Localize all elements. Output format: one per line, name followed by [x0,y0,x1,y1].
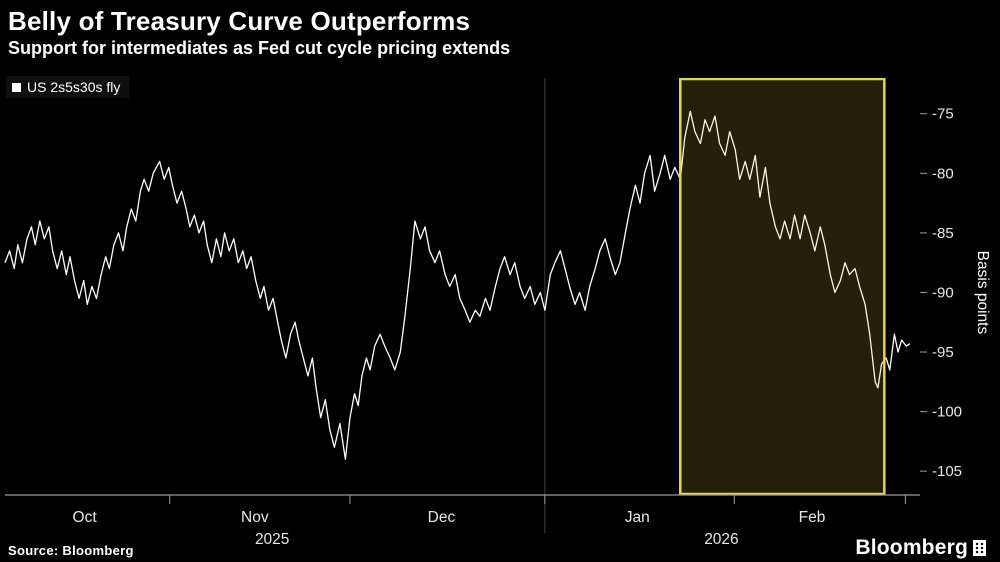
y-tick-label: -85 [932,225,954,242]
y-tick-label: -80 [932,165,954,182]
year-label: 2026 [704,531,738,548]
y-tick-label: -90 [932,284,954,301]
highlight-border [679,78,886,496]
y-axis-title: Basis points [974,251,991,335]
chart-title: Belly of Treasury Curve Outperforms [8,6,471,36]
bloomberg-mark-icon [973,540,986,556]
y-tick-label: -75 [932,106,954,123]
legend-label: US 2s5s30s fly [27,79,121,95]
x-tick-label: Nov [241,509,269,526]
bloomberg-wordmark: Bloomberg [855,536,968,559]
legend: US 2s5s30s fly [6,76,130,98]
chart-subtitle: Support for intermediates as Fed cut cyc… [8,38,511,58]
x-tick-label: Feb [799,509,826,526]
y-tick-label: -105 [932,463,962,480]
bloomberg-logo: Bloomberg [855,536,986,560]
y-tick-label: -95 [932,344,954,361]
series-line [4,110,911,460]
source-credit: Source: Bloomberg [8,543,134,558]
legend-swatch-icon [12,82,21,92]
x-tick-label: Jan [625,509,650,526]
highlight-fill [680,79,885,494]
chart-svg: Oct Nov Dec Jan Feb 2025 2026 -75 -80 -85 -90 -95 -1… [4,78,991,548]
x-tick-label: Oct [73,509,98,526]
x-tick-label: Dec [428,509,456,526]
year-label: 2025 [255,531,289,548]
y-tick-label: -100 [932,404,962,421]
